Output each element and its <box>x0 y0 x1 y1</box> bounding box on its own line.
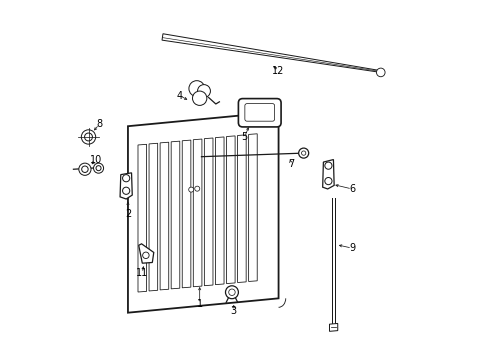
Circle shape <box>81 166 88 172</box>
Circle shape <box>194 186 199 191</box>
Circle shape <box>122 175 129 182</box>
Circle shape <box>324 177 331 185</box>
Polygon shape <box>322 159 333 189</box>
Polygon shape <box>193 139 202 287</box>
Circle shape <box>79 163 91 175</box>
Polygon shape <box>215 137 224 285</box>
Polygon shape <box>329 323 337 331</box>
Circle shape <box>192 91 206 105</box>
Polygon shape <box>248 134 257 282</box>
Polygon shape <box>138 144 146 292</box>
Text: 2: 2 <box>124 209 131 219</box>
FancyBboxPatch shape <box>238 99 281 127</box>
Circle shape <box>142 252 149 258</box>
Circle shape <box>93 163 103 173</box>
Text: 11: 11 <box>136 268 148 278</box>
Polygon shape <box>237 135 245 283</box>
Polygon shape <box>204 138 213 286</box>
Text: 3: 3 <box>230 306 236 316</box>
Polygon shape <box>128 112 278 313</box>
Circle shape <box>228 289 235 296</box>
Circle shape <box>84 133 92 141</box>
Text: 5: 5 <box>241 132 247 142</box>
Circle shape <box>301 151 305 155</box>
Circle shape <box>81 130 96 144</box>
Polygon shape <box>162 34 380 72</box>
Text: 7: 7 <box>287 159 294 169</box>
Text: 8: 8 <box>96 120 102 129</box>
Text: 10: 10 <box>89 155 102 165</box>
Circle shape <box>122 187 129 194</box>
Circle shape <box>225 286 238 299</box>
Circle shape <box>96 166 101 171</box>
Circle shape <box>376 68 384 77</box>
Polygon shape <box>149 143 157 291</box>
Polygon shape <box>171 141 180 289</box>
Polygon shape <box>182 140 190 288</box>
Circle shape <box>197 85 210 98</box>
Text: 9: 9 <box>348 243 354 253</box>
Circle shape <box>188 81 204 96</box>
Polygon shape <box>226 136 235 284</box>
Circle shape <box>324 162 331 169</box>
FancyBboxPatch shape <box>244 104 274 121</box>
Text: 1: 1 <box>196 299 203 309</box>
Polygon shape <box>160 142 168 290</box>
Text: 12: 12 <box>272 66 284 76</box>
Circle shape <box>188 187 193 192</box>
Polygon shape <box>120 173 132 199</box>
Text: 4: 4 <box>177 91 183 101</box>
Text: 6: 6 <box>348 184 354 194</box>
Polygon shape <box>139 244 153 263</box>
Circle shape <box>298 148 308 158</box>
